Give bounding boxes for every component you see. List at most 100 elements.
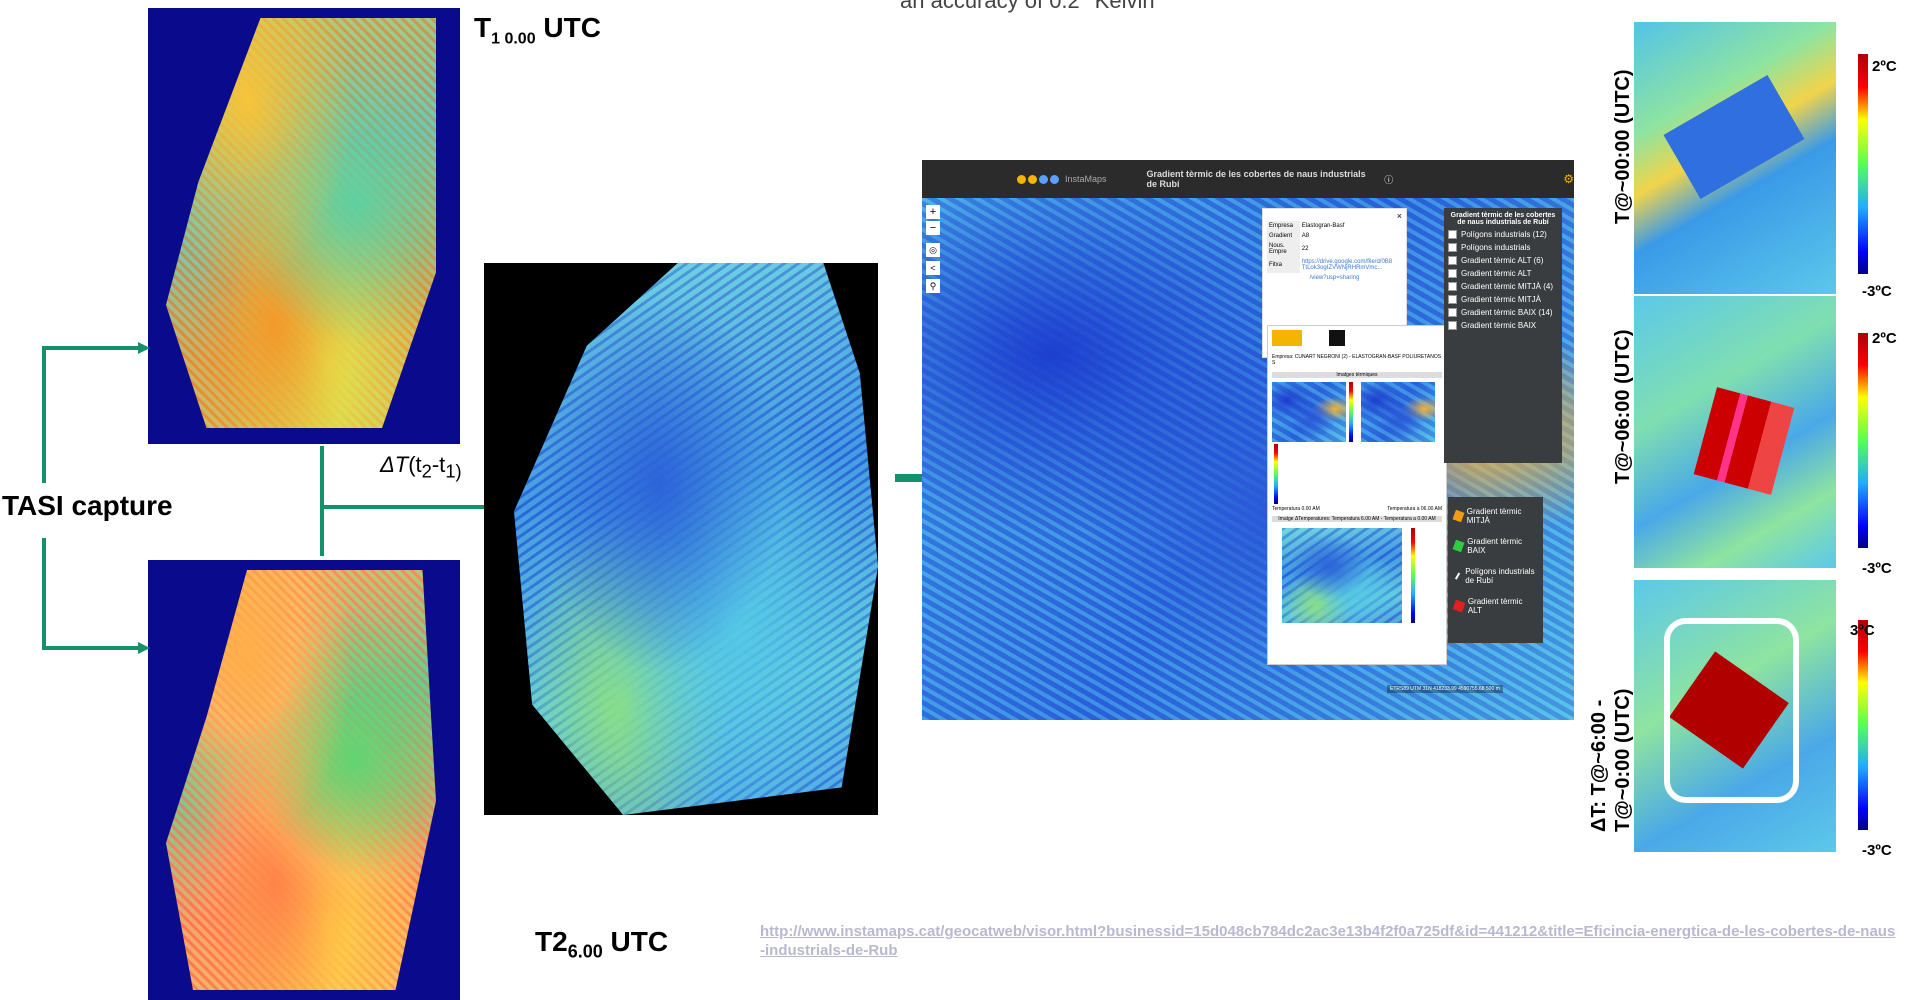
search-icon[interactable]: ⚲: [926, 279, 940, 293]
checkbox-icon[interactable]: [1448, 230, 1457, 239]
thermal-map-t1-raster: [166, 18, 436, 428]
report-thermal-img-2: [1360, 382, 1435, 442]
delta-thermal-map-raster: [514, 263, 878, 815]
colorbar-3: [1858, 620, 1868, 830]
checkbox-icon[interactable]: [1448, 282, 1457, 291]
layer-item[interactable]: Gradient tèrmic ALT (6): [1448, 256, 1558, 265]
layer-item[interactable]: Gradient tèrmic ALT: [1448, 269, 1558, 278]
share-icon[interactable]: <: [926, 261, 940, 275]
arrow-head-t1: [138, 342, 150, 354]
arrow-tasi-to-t2: [42, 646, 140, 650]
report-company: Empresa: CUNART NEGRONI (2) - ELASTOGRAN…: [1272, 354, 1442, 366]
layer-item[interactable]: Polígons industrials (12): [1448, 230, 1558, 239]
layers-panel: Gradient tèrmic de les cobertes de naus …: [1444, 208, 1562, 463]
checkbox-icon[interactable]: [1448, 256, 1457, 265]
layer-item[interactable]: Gradient tèrmic MITJÀ: [1448, 295, 1558, 304]
right-panel-1-image: [1634, 22, 1836, 294]
right-panel-3-label-line2: T@~0:00 (UTC): [1612, 688, 1634, 832]
map-footer: ETRS89 UTM 31N 418233.99 4590755.68 500 …: [1387, 685, 1503, 693]
polygon-icon: [1452, 539, 1465, 553]
colorbar-1-top: 2ºC: [1872, 58, 1897, 75]
zoom-out-button[interactable]: −: [926, 221, 940, 235]
arrow-head-t2: [138, 642, 150, 654]
report-colorbar-2: [1274, 444, 1278, 504]
report-sheet: Empresa: CUNART NEGRONI (2) - ELASTOGRAN…: [1267, 325, 1447, 665]
info-icon[interactable]: ⓘ: [1384, 174, 1394, 185]
zoom-in-button[interactable]: +: [926, 205, 940, 219]
right-panel-1-label: T@~00:00 (UTC): [1612, 69, 1634, 224]
arrow-tasi-vertical-up: [42, 348, 46, 483]
layer-item[interactable]: Gradient tèrmic BAIX (14): [1448, 308, 1558, 317]
arrow-tasi-to-t1: [42, 346, 140, 350]
report-caption-1: Temperatura 0.00 AM: [1272, 506, 1320, 512]
report-section-2: Imatge ΔTemperatures: Temperatura 6.00 A…: [1272, 516, 1442, 522]
checkbox-icon[interactable]: [1448, 243, 1457, 252]
colorbar-3-bottom: -3ºC: [1862, 842, 1892, 859]
instamaps-brand: InstaMaps: [1065, 174, 1107, 184]
label-t1: T1 0.00 UTC: [474, 12, 601, 48]
layer-item[interactable]: Polígons industrials: [1448, 243, 1558, 252]
polygon-icon: [1452, 509, 1465, 523]
colorbar-1-bottom: -3ºC: [1862, 283, 1892, 300]
report-thermal-img-1: [1272, 382, 1346, 442]
map-toolbar: + − ◎ < ⚲: [926, 205, 940, 293]
symbol-legend: Gradient tèrmic MITJÀ Gradient tèrmic BA…: [1448, 497, 1543, 643]
popup-row: Gradient A8: [1267, 231, 1310, 241]
tasi-capture-label: TASI capture: [2, 490, 173, 521]
arrow-delta-horizontal: [322, 505, 492, 509]
settings-icon[interactable]: ⚙: [1563, 172, 1574, 186]
layer-item[interactable]: Gradient tèrmic BAIX: [1448, 321, 1558, 330]
popup-close-icon[interactable]: ×: [1396, 211, 1402, 221]
thermal-map-t1: [148, 8, 460, 444]
top-caption: an accuracy of 0.2 °Kelvin: [900, 0, 1155, 13]
checkbox-icon[interactable]: [1448, 321, 1457, 330]
delta-t-label: ΔT(t2-t1): [380, 452, 462, 482]
icgc-logo: [1272, 330, 1302, 346]
popup-link[interactable]: /view?usp=sharing: [1309, 275, 1360, 281]
thermal-map-t2-raster: [166, 570, 436, 990]
instamaps-url-link[interactable]: http://www.instamaps.cat/geocatweb/visor…: [760, 923, 1896, 959]
locate-icon[interactable]: ◎: [926, 243, 940, 257]
report-colorbar-1: [1349, 382, 1354, 442]
polygon-icon: [1452, 599, 1466, 613]
symbol-legend-item: Polígons industrials de Rubí: [1454, 567, 1537, 585]
right-panel-2-label: T@~06:00 (UTC): [1612, 329, 1634, 484]
colorbar-2-top: 2ºC: [1872, 330, 1897, 347]
colorbar-2-bottom: -3ºC: [1862, 560, 1892, 577]
layers-panel-title: Gradient tèrmic de les cobertes de naus …: [1450, 212, 1556, 226]
report-delta-img: [1282, 528, 1402, 623]
instamaps-logo-icon: [1017, 174, 1059, 184]
popup-table: Empresa Elastogran-Basf Gradient A8 Nous. …: [1267, 221, 1395, 273]
popup-row: Nous. Empre 22: [1267, 241, 1309, 257]
report-colorbar-3: [1411, 528, 1416, 623]
symbol-legend-item: Gradient tèrmic BAIX: [1452, 537, 1537, 555]
symbol-legend-item: Gradient tèrmic ALT: [1452, 597, 1537, 615]
arrow-tasi-vertical-down: [42, 538, 46, 648]
layer-item[interactable]: Gradient tèrmic MITJÀ (4): [1448, 282, 1558, 291]
instamaps-title: Gradient tèrmic de les cobertes de naus …: [1146, 169, 1366, 189]
highlight-box: [1664, 618, 1799, 803]
arrow-delta-vertical: [320, 446, 324, 556]
building-1: [1663, 74, 1805, 200]
rubi-logo: [1329, 330, 1346, 346]
right-panel-3-image: [1634, 580, 1836, 852]
delta-thermal-map: [484, 263, 878, 815]
instamaps-window[interactable]: InstaMaps Gradient tèrmic de les coberte…: [922, 160, 1574, 720]
colorbar-2: [1858, 333, 1868, 548]
popup-row: Fitxa https://drive.google.com/file/d/0B8…: [1267, 257, 1393, 273]
symbol-legend-item: Gradient tèrmic MITJÀ: [1452, 507, 1537, 525]
checkbox-icon[interactable]: [1448, 269, 1457, 278]
colorbar-1: [1858, 54, 1868, 274]
colorbar-3-top: 3ºC: [1850, 622, 1875, 639]
checkbox-icon[interactable]: [1448, 295, 1457, 304]
report-caption-2: Temperatura a 06.00 AM: [1387, 506, 1442, 512]
label-t2: T26.00 UTC: [535, 926, 669, 962]
right-panel-3-label-line1: ΔT: T@~6:00 -: [1588, 699, 1610, 832]
instamaps-header: InstaMaps Gradient tèrmic de les coberte…: [922, 160, 1574, 198]
right-panel-2-image: [1634, 296, 1836, 568]
building-2: [1693, 387, 1795, 495]
checkbox-icon[interactable]: [1448, 308, 1457, 317]
popup-row: Empresa Elastogran-Basf: [1267, 221, 1345, 231]
thermal-map-t2: [148, 560, 460, 1000]
line-icon: [1454, 572, 1461, 580]
